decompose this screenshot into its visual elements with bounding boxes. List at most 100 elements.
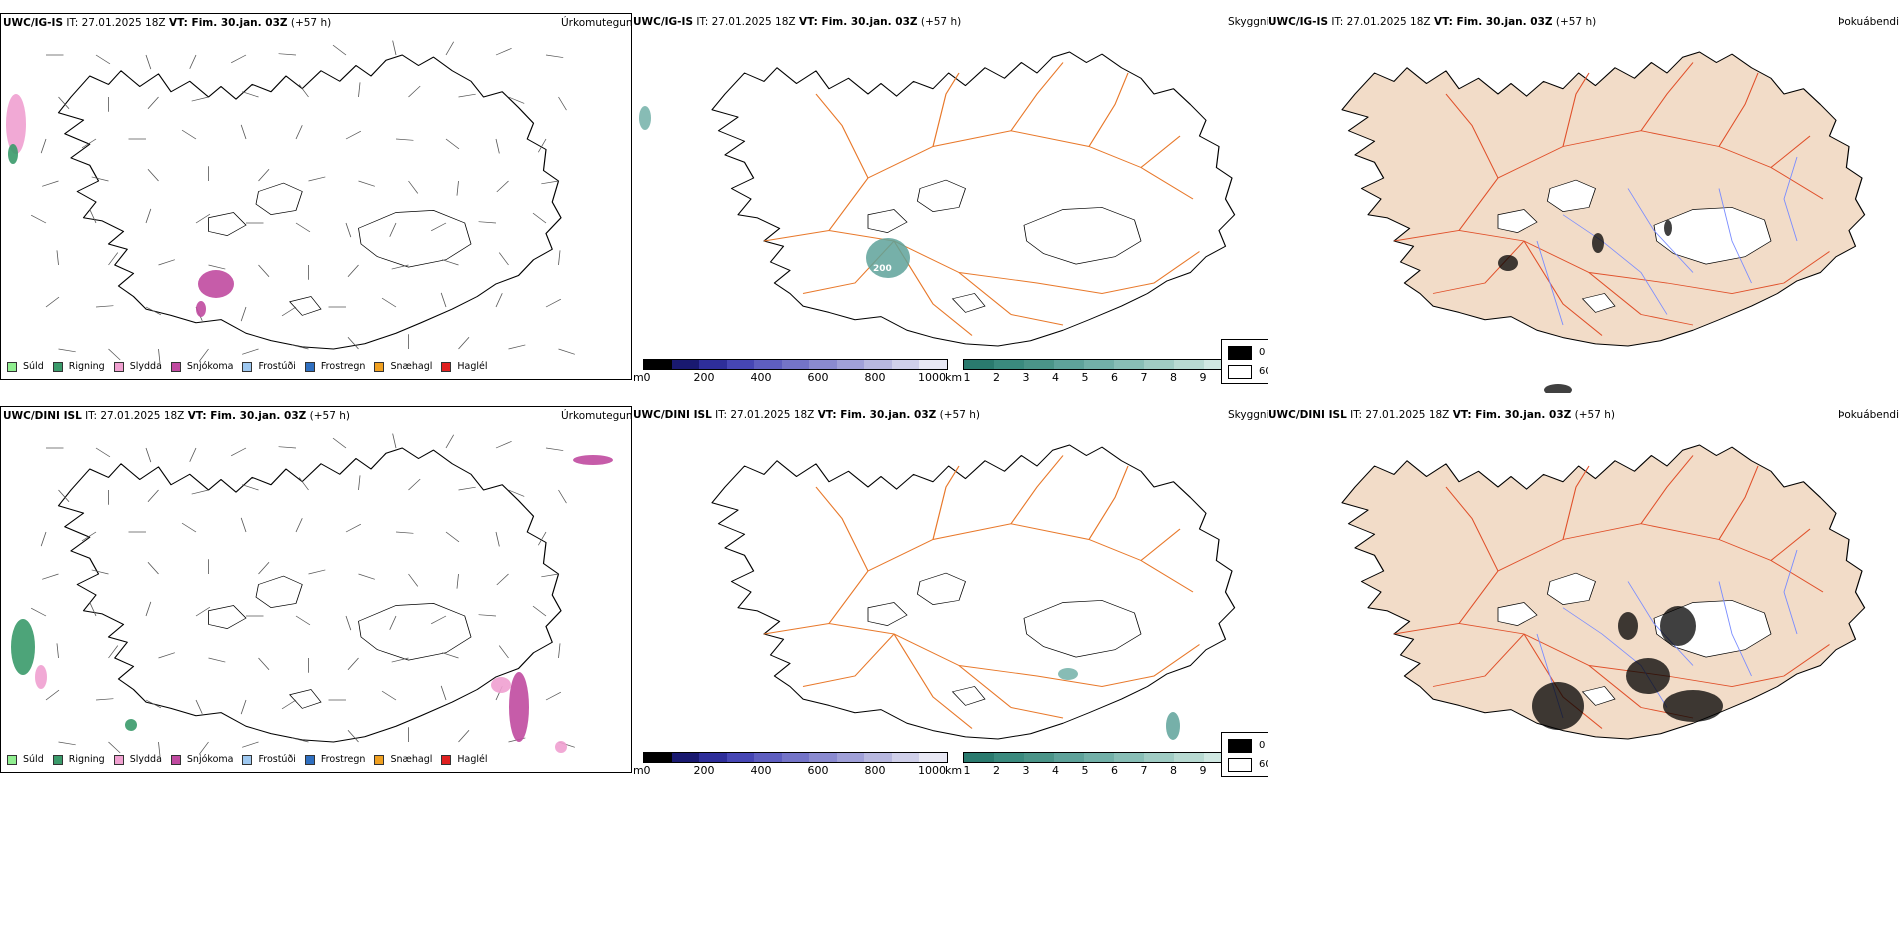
- panel-header: UWC/IG-IS IT: 27.01.2025 18Z VT: Fim. 30…: [633, 16, 961, 28]
- visibility-tick: 3: [1022, 371, 1030, 384]
- visibility-tick: 9: [1199, 371, 1207, 384]
- legend-label: Súld: [23, 361, 44, 372]
- legend-item: Snæhagl: [374, 754, 432, 765]
- visibility-tick: 9: [1199, 764, 1207, 777]
- precip-type-panel: UWC/IG-IS IT: 27.01.2025 18Z VT: Fim. 30…: [0, 13, 632, 380]
- legend-label: Haglél: [457, 754, 488, 765]
- ceiling-unit: m: [633, 371, 644, 384]
- init-time: IT: 27.01.2025 18Z: [66, 17, 166, 29]
- legend-item: Snjókoma: [170, 754, 233, 765]
- panel-header: UWC/DINI ISL IT: 27.01.2025 18Z VT: Fim.…: [1268, 409, 1615, 421]
- legend-swatch: [52, 754, 63, 765]
- visibility-tick: 7: [1140, 764, 1148, 777]
- legend-item: Slydda: [113, 754, 162, 765]
- legend-item: Snæhagl: [374, 361, 432, 372]
- visibility-tick: 8: [1170, 764, 1177, 777]
- model-name: UWC/IG-IS: [3, 17, 64, 29]
- ceiling-tick: 800: [864, 764, 886, 777]
- visibility-colorbar: [963, 752, 1265, 763]
- fog-area: [1660, 606, 1696, 646]
- legend-swatch: [170, 754, 181, 765]
- visibility-tick: 4: [1052, 764, 1059, 777]
- precip-area: [198, 270, 234, 298]
- panel-title: Skyggni: [1228, 409, 1268, 421]
- lead-time: (+57 h): [920, 16, 962, 28]
- fog-swatch-low: [1228, 758, 1252, 772]
- model-name: UWC/DINI ISL: [633, 409, 712, 421]
- iceland-map: [1341, 444, 1866, 740]
- visibility-panel: UWC/IG-IS IT: 27.01.2025 18Z VT: Fim. 30…: [633, 13, 1268, 393]
- ceiling-tick: 400: [750, 764, 772, 777]
- precip-area: [491, 677, 511, 693]
- ceiling-tick: 0: [643, 764, 651, 777]
- legend-item: Rigning: [52, 361, 105, 372]
- fog-swatch-low: [1228, 365, 1252, 379]
- legend-item: Haglél: [441, 754, 488, 765]
- panel-title: Úrkomutegund: [561, 17, 632, 29]
- legend-item: Frostregn: [304, 754, 366, 765]
- fog-swatch-high: [1228, 346, 1252, 360]
- legend-swatch: [441, 361, 452, 372]
- precip-type-panel: UWC/DINI ISL IT: 27.01.2025 18Z VT: Fim.…: [0, 406, 632, 773]
- precip-area: [8, 144, 18, 164]
- visibility-unit: km: [945, 764, 963, 777]
- legend-swatch: [52, 361, 63, 372]
- model-name: UWC/IG-IS: [633, 16, 694, 28]
- lead-time: (+57 h): [939, 409, 980, 421]
- ceiling-tick: 600: [807, 371, 829, 384]
- init-time: IT: 27.01.2025 18Z: [1331, 16, 1431, 28]
- legend-label: Frostúði: [258, 754, 296, 765]
- lead-time: (+57 h): [1574, 409, 1615, 421]
- iceland-map: [1341, 51, 1866, 347]
- visibility-tick: 2: [993, 764, 1000, 777]
- legend-label: Haglél: [457, 361, 488, 372]
- panel-header: UWC/DINI ISL IT: 27.01.2025 18Z VT: Fim.…: [633, 409, 980, 421]
- legend-swatch: [304, 361, 315, 372]
- legend-swatch: [170, 361, 181, 372]
- legend-label: Frostúði: [258, 361, 296, 372]
- ceiling-label: 200: [873, 264, 892, 274]
- fog-label-low: 60: [1259, 759, 1268, 770]
- legend-label: Rigning: [68, 361, 105, 372]
- visibility-tick: 4: [1052, 371, 1059, 384]
- ceiling-colorbar: [643, 359, 948, 370]
- precip-area: [125, 719, 137, 731]
- panel-title: Skyggni: [1228, 16, 1268, 28]
- legend-item: Slydda: [113, 361, 162, 372]
- visibility-tick: 5: [1081, 371, 1089, 384]
- ceiling-tick: 0: [643, 371, 651, 384]
- legend-swatch: [7, 754, 17, 765]
- visibility-tick: 6: [1111, 371, 1118, 384]
- legend-label: Frostregn: [320, 754, 366, 765]
- legend-label: Snæhagl: [390, 754, 433, 765]
- legend-swatch: [304, 754, 315, 765]
- legend-label: Slydda: [129, 754, 162, 765]
- panel-title: Þokuábendi: [1838, 409, 1899, 421]
- precip-area: [35, 665, 47, 689]
- legend-swatch: [113, 361, 124, 372]
- legend-label: Slydda: [129, 361, 162, 372]
- iceland-map: [711, 444, 1236, 740]
- fog-area: [1664, 220, 1672, 236]
- precip-legend: Súld Rigning Slydda Snjókoma Frostúði Frostre…: [7, 754, 497, 765]
- visibility-tick: 8: [1170, 371, 1177, 384]
- legend-label: Rigning: [68, 754, 105, 765]
- legend-swatch: [374, 361, 385, 372]
- valid-time: VT: Fim. 30.jan. 03Z: [187, 410, 307, 422]
- precip-area: [509, 672, 529, 742]
- precip-area: [11, 619, 35, 675]
- valid-time: VT: Fim. 30.jan. 03Z: [168, 17, 288, 29]
- legend-item: Haglél: [441, 361, 488, 372]
- visibility-colorbar: [963, 359, 1265, 370]
- iceland-map: [711, 51, 1236, 347]
- visibility-tick: 1: [963, 764, 971, 777]
- visibility-unit: km: [945, 371, 963, 384]
- fog-panel: UWC/IG-IS IT: 27.01.2025 18Z VT: Fim. 30…: [1268, 13, 1900, 393]
- panel-title: Úrkomutegund: [561, 410, 632, 422]
- ceiling-tick: 600: [807, 764, 829, 777]
- model-name: UWC/DINI ISL: [3, 410, 82, 422]
- ceiling-tick: 400: [750, 371, 772, 384]
- legend-label: Snæhagl: [390, 361, 433, 372]
- ceiling-tick: 1000: [918, 371, 946, 384]
- valid-time: VT: Fim. 30.jan. 03Z: [817, 409, 937, 421]
